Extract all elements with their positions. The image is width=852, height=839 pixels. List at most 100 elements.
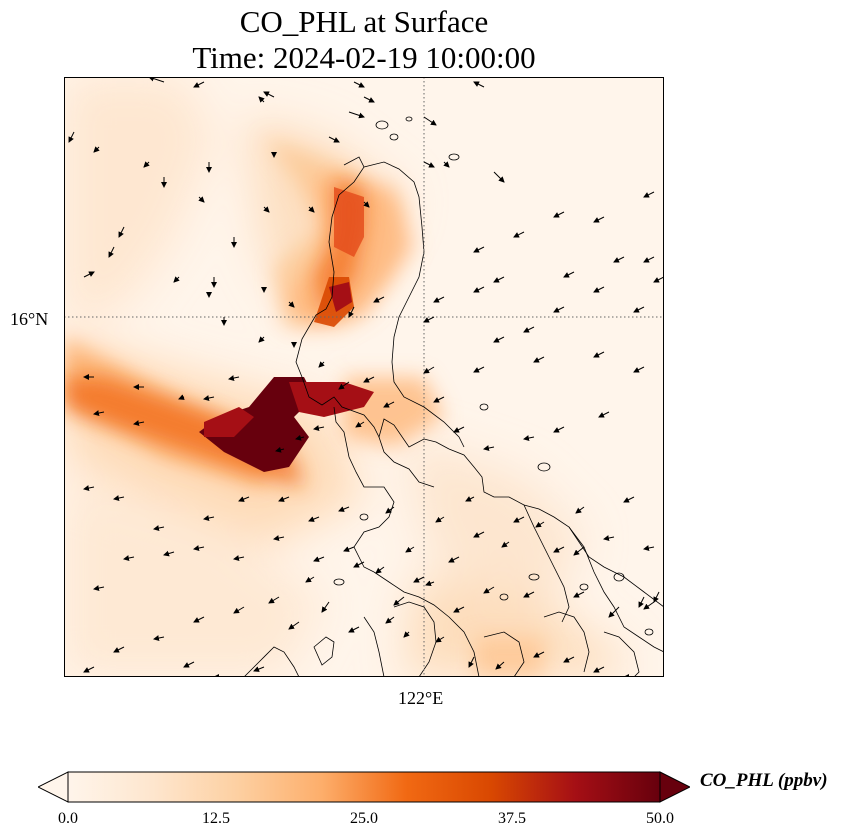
coastline bbox=[243, 156, 664, 677]
wind-arrow bbox=[643, 256, 655, 263]
wind-arrow bbox=[523, 326, 535, 333]
wind-arrow bbox=[153, 525, 165, 531]
wind-arrow bbox=[295, 434, 305, 441]
co-field-extreme bbox=[199, 282, 374, 472]
wind-arrow bbox=[385, 616, 395, 624]
wind-arrow bbox=[423, 366, 435, 374]
wind-arrow bbox=[275, 446, 285, 453]
wind-arrow bbox=[385, 506, 395, 514]
wind-arrow bbox=[448, 556, 460, 563]
wind-arrow bbox=[363, 96, 375, 103]
wind-arrow bbox=[638, 596, 645, 608]
wind-arrow bbox=[533, 356, 545, 363]
wind-arrow bbox=[263, 206, 270, 213]
wind-arrow bbox=[623, 496, 635, 503]
wind-arrow bbox=[535, 521, 545, 528]
longitude-label: 122°E bbox=[398, 688, 444, 708]
wind-arrow bbox=[288, 301, 295, 308]
wind-arrow bbox=[258, 336, 265, 343]
wind-arrow bbox=[123, 555, 135, 561]
wind-arrow bbox=[203, 515, 215, 521]
wind-arrow bbox=[643, 545, 655, 551]
wind-arrow bbox=[83, 485, 95, 491]
wind-arrow bbox=[203, 395, 215, 401]
wind-arrow bbox=[653, 276, 664, 283]
wind-arrow bbox=[198, 196, 205, 203]
wind-arrow bbox=[83, 666, 95, 673]
wind-arrow bbox=[523, 591, 535, 598]
wind-arrow bbox=[633, 366, 645, 373]
wind-arrow bbox=[308, 206, 315, 213]
wind-arrow bbox=[495, 661, 505, 670]
wind-arrow bbox=[313, 425, 325, 431]
wind-arrow bbox=[83, 271, 95, 278]
wind-arrow bbox=[513, 231, 525, 238]
wind-arrow bbox=[118, 226, 125, 238]
wind-arrow bbox=[348, 111, 365, 119]
wind-arrow bbox=[473, 366, 485, 373]
wind-arrow bbox=[68, 131, 75, 143]
wind-arrow bbox=[608, 606, 620, 618]
wind-arrow bbox=[348, 306, 355, 318]
wind-arrow bbox=[653, 591, 660, 603]
wind-arrow bbox=[403, 631, 410, 638]
wind-arrow bbox=[353, 81, 365, 88]
wind-arrow bbox=[328, 136, 340, 143]
wind-arrow bbox=[93, 410, 105, 416]
wind-arrow bbox=[643, 191, 655, 198]
wind-arrow bbox=[553, 211, 565, 218]
wind-arrow bbox=[238, 496, 250, 502]
wind-arrow bbox=[603, 535, 615, 541]
wind-arrow bbox=[423, 316, 435, 323]
wind-arrow bbox=[383, 401, 395, 408]
wind-arrow bbox=[353, 561, 365, 568]
wind-arrow bbox=[153, 635, 165, 641]
wind-arrow bbox=[375, 566, 385, 574]
wind-arrow bbox=[405, 546, 415, 553]
wind-arrow bbox=[453, 606, 465, 613]
wind-arrow bbox=[343, 546, 355, 552]
wind-arrow bbox=[93, 585, 105, 591]
wind-arrow bbox=[313, 556, 325, 562]
map-title: CO_PHL at Surface bbox=[239, 4, 489, 39]
colorbar-tick-label: 12.5 bbox=[202, 810, 230, 827]
colorbar-title: CO_PHL (ppbv) bbox=[700, 770, 828, 791]
wind-arrow bbox=[143, 161, 150, 168]
wind-arrow bbox=[593, 216, 605, 223]
wind-arrow bbox=[108, 246, 115, 258]
wind-arrow bbox=[523, 435, 535, 441]
wind-arrow bbox=[553, 546, 565, 553]
wind-arrow bbox=[258, 96, 265, 103]
wind-arrow bbox=[363, 376, 375, 383]
wind-arrow bbox=[483, 586, 495, 594]
wind-arrow bbox=[268, 596, 280, 604]
wind-arrow bbox=[573, 546, 585, 556]
wind-arrow bbox=[483, 445, 495, 451]
wind-arrow bbox=[193, 81, 205, 88]
wind-arrow bbox=[633, 306, 645, 313]
wind-arrow bbox=[593, 351, 605, 358]
wind-arrow bbox=[493, 336, 505, 343]
wind-arrow bbox=[193, 545, 205, 551]
wind-arrow bbox=[423, 161, 435, 168]
colorbar bbox=[36, 770, 692, 804]
wind-arrow bbox=[443, 161, 450, 168]
wind-arrow bbox=[553, 426, 565, 433]
wind-arrow bbox=[308, 516, 320, 522]
wind-arrow bbox=[373, 296, 385, 303]
wind-arrow bbox=[173, 276, 180, 283]
colorbar-body bbox=[67, 771, 661, 803]
map-subtitle-time: Time: 2024-02-19 10:00:00 bbox=[192, 40, 536, 75]
wind-arrow bbox=[178, 394, 185, 400]
wind-arrow bbox=[93, 146, 100, 153]
wind-arrow bbox=[338, 506, 350, 512]
wind-arrow bbox=[263, 91, 275, 98]
wind-arrow bbox=[435, 636, 445, 643]
map-border bbox=[64, 77, 664, 677]
wind-arrow bbox=[393, 596, 405, 606]
wind-arrow bbox=[423, 116, 437, 126]
wind-arrow bbox=[593, 286, 605, 293]
wind-arrow bbox=[563, 656, 575, 663]
wind-arrow bbox=[278, 496, 290, 502]
wind-arrow bbox=[473, 81, 485, 88]
